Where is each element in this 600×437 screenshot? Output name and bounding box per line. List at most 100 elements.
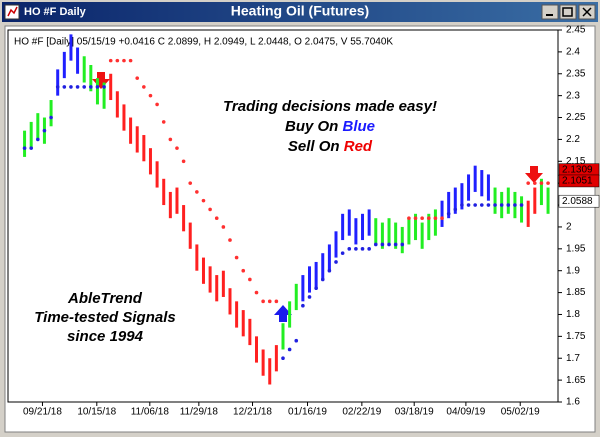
stop-dot [493,203,497,207]
stop-dot [513,203,517,207]
stop-dot [287,347,292,352]
stop-dot [533,181,537,185]
minimize-button[interactable] [541,4,559,20]
y-tick-label: 2.15 [566,156,586,167]
stop-dot [168,137,173,142]
price-label: 2.1051 [562,176,593,187]
y-tick-label: 1.95 [566,243,586,254]
stop-dot [473,203,477,207]
sell-arrow [525,166,543,183]
y-tick-label: 2.45 [566,25,586,36]
x-tick-label: 03/18/19 [395,407,434,418]
stop-dot [95,85,100,89]
stop-dot [122,58,126,63]
stop-dot [267,299,272,304]
maximize-glyph [562,7,573,17]
stop-dot [307,295,312,299]
y-tick-label: 2.4 [566,47,580,58]
stop-dot [55,85,60,89]
sell-word: Red [344,138,373,155]
x-tick-label: 05/02/19 [501,407,540,418]
stop-dot [519,203,524,207]
stop-dot [188,181,193,185]
stop-dot [400,242,405,247]
stop-dot [29,146,33,150]
stop-dot [234,255,239,260]
buy-text: Buy On [285,118,343,135]
y-tick-label: 1.85 [566,287,586,298]
stop-dot [433,216,438,220]
stop-dot [407,216,411,220]
stop-dot [294,338,299,343]
y-tick-label: 2 [566,222,572,233]
stop-dot [261,299,265,304]
stop-dot [301,303,305,308]
stop-dot [539,181,544,185]
stop-dot [195,190,199,194]
stop-dot [347,247,352,251]
stop-dot [75,85,80,89]
stop-dot [340,251,345,255]
y-tick-label: 2.35 [566,68,586,79]
stop-dot [208,207,212,212]
stop-dot [334,260,338,264]
sell-line: Sell On Red [288,138,373,155]
stop-dot [148,93,153,98]
stop-dot [155,102,159,107]
stop-dot [69,85,73,89]
stop-dot [89,85,93,89]
buy-arrow [274,305,292,322]
stop-dot [446,212,451,216]
stop-dot [387,242,391,247]
stop-dot [327,268,332,273]
stop-dot [221,225,226,229]
price-label-box [558,194,600,208]
stop-dot [62,85,67,89]
x-tick-label: 02/22/19 [342,407,381,418]
stop-dot [214,216,219,220]
buy-line: Buy On Blue [285,118,375,135]
stop-dot [108,58,113,63]
tagline: Time-tested Signals [34,309,175,326]
stop-dot [440,216,444,220]
marks [22,34,550,385]
stop-dot [373,242,378,247]
stop-dot [42,128,47,133]
stop-dot [460,203,464,207]
x-tick-label: 04/09/19 [446,407,485,418]
y-tick-label: 2.3 [566,90,580,101]
sell-arrow [92,72,110,89]
headline: Trading decisions made easy! [223,98,437,115]
y-tick-label: 1.7 [566,353,580,364]
brand: AbleTrend [67,290,143,307]
stop-dot [201,198,206,203]
stop-dot [426,216,431,220]
y-tick-label: 2.25 [566,112,586,123]
stop-dot [320,277,325,282]
stop-dot [314,286,318,291]
info-line: HO #F [Daily] 05/15/19 +0.0416 C 2.0899,… [14,37,393,48]
stop-dot [380,242,385,247]
stop-dot [526,181,530,185]
stop-dot [161,120,166,124]
stop-dot [479,203,484,207]
y-tick-label: 1.65 [566,375,586,386]
close-glyph [582,7,592,17]
since: since 1994 [67,328,144,345]
stop-dot [36,137,40,142]
app-icon-glyph [7,6,18,17]
stop-dot [49,115,53,120]
stop-dot [546,181,550,185]
x-tick-label: 11/06/18 [131,407,170,418]
stop-dot [128,58,133,63]
x-tick-label: 12/21/18 [233,407,272,418]
price-label: 2.0588 [562,196,593,207]
chart-title: Heating Oil (Futures) [231,3,369,19]
stop-dot [115,58,120,63]
stop-dot [360,247,365,251]
stop-dot [254,290,259,295]
stop-dot [142,85,146,89]
stop-dot [248,277,252,282]
